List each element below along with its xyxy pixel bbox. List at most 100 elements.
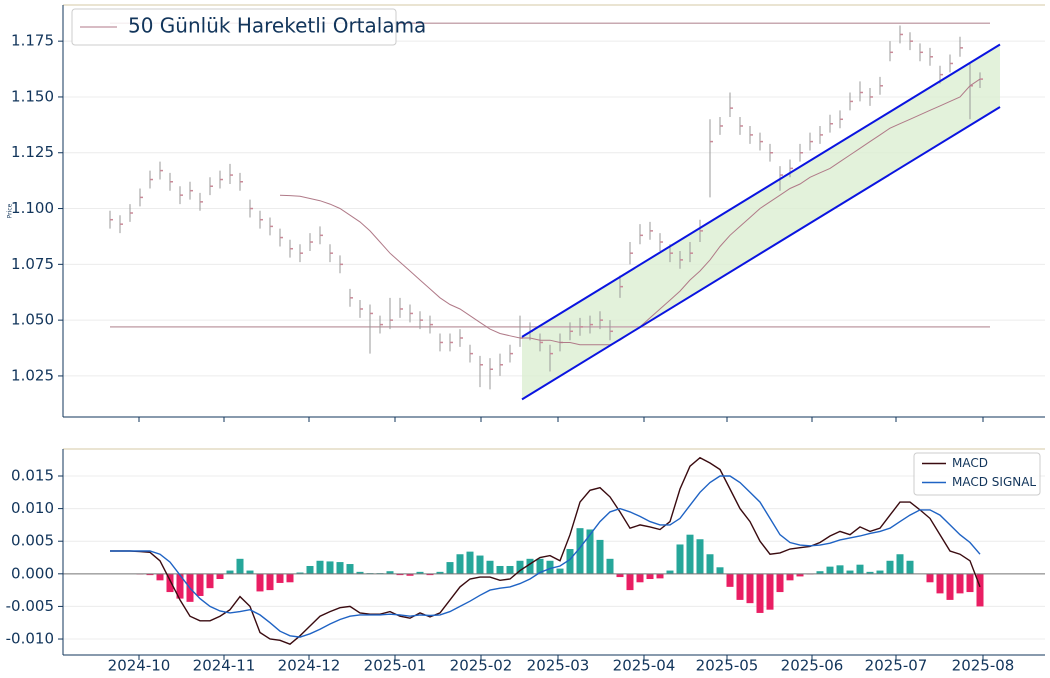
histogram-bar xyxy=(156,573,164,581)
x-tick-label: 2025-02 xyxy=(450,657,513,675)
histogram-bar xyxy=(586,529,594,574)
histogram-bar xyxy=(886,560,894,574)
channel-line xyxy=(521,43,1001,338)
histogram-bar xyxy=(256,573,264,592)
histogram-bar xyxy=(496,565,504,574)
x-tick-label: 2025-06 xyxy=(781,657,844,675)
histogram-bar xyxy=(606,558,614,574)
channel-fill xyxy=(522,44,1000,400)
histogram-bar xyxy=(906,560,914,574)
y-tick-label: 1.150 xyxy=(11,87,54,105)
x-tick-label: 2024-11 xyxy=(193,657,256,675)
histogram-bar xyxy=(476,555,484,574)
histogram-bar xyxy=(286,573,294,583)
y-axis-label: Price xyxy=(7,203,14,218)
x-tick-label: 2025-03 xyxy=(527,657,590,675)
histogram-bar xyxy=(216,573,224,580)
legend-box xyxy=(71,8,397,46)
histogram-bar xyxy=(396,573,404,576)
histogram-bar xyxy=(226,570,234,574)
histogram-bar xyxy=(726,573,734,587)
histogram-bar xyxy=(546,560,554,574)
y-tick-label: 0.000 xyxy=(11,564,54,582)
histogram-bar xyxy=(636,573,644,583)
y-tick-label: 0.005 xyxy=(11,532,54,550)
legend-label: MACD xyxy=(952,456,988,470)
y-tick-label: -0.005 xyxy=(6,597,54,615)
histogram-bar xyxy=(296,572,304,574)
x-tick-label: 2024-10 xyxy=(108,657,171,675)
histogram-bar xyxy=(526,558,534,574)
histogram-bar xyxy=(486,560,494,574)
histogram-bar xyxy=(536,558,544,574)
histogram-bar xyxy=(246,570,254,574)
histogram-bar xyxy=(416,571,424,574)
histogram-bar xyxy=(236,558,244,574)
histogram-bar xyxy=(976,573,984,607)
histogram-bar xyxy=(746,573,754,604)
histogram-bar xyxy=(856,564,864,574)
histogram-bar xyxy=(676,544,684,574)
histogram-bar xyxy=(696,539,704,574)
histogram-bar xyxy=(146,573,154,576)
histogram-bar xyxy=(336,562,344,574)
channel-line xyxy=(521,106,1001,401)
legend: 50 Günlük Hareketli Ortalama xyxy=(71,8,426,46)
x-tick-label: 2024-12 xyxy=(278,657,341,675)
y-tick-label: 1.075 xyxy=(11,255,54,273)
histogram-bar xyxy=(306,565,314,574)
histogram-bar xyxy=(826,566,834,574)
histogram-bar xyxy=(926,573,934,583)
histogram-bar xyxy=(836,565,844,574)
histogram-bar xyxy=(596,539,604,574)
histogram-bar xyxy=(786,573,794,581)
histogram-bar xyxy=(466,551,474,574)
histogram-bar xyxy=(516,560,524,574)
histogram-bar xyxy=(666,570,674,574)
y-tick-label: 1.175 xyxy=(11,32,54,50)
histogram-bar xyxy=(796,573,804,577)
y-tick-label: 1.125 xyxy=(11,143,54,161)
histogram-bar xyxy=(356,571,364,574)
histogram-bar xyxy=(556,568,564,574)
histogram-bar xyxy=(706,554,714,574)
histogram-bar xyxy=(846,570,854,574)
histogram-bar xyxy=(936,573,944,594)
histogram-bar xyxy=(646,573,654,580)
histogram-bar xyxy=(166,573,174,593)
histogram-bar xyxy=(566,549,574,574)
histogram-bar xyxy=(206,573,214,589)
y-tick-label: 0.015 xyxy=(11,466,54,484)
histogram-bar xyxy=(686,534,694,574)
histogram-bar xyxy=(266,573,274,591)
y-tick-label: -0.010 xyxy=(6,630,54,648)
histogram-bar xyxy=(966,573,974,593)
x-tick-label: 2025-04 xyxy=(613,657,676,675)
x-tick-label: 2025-01 xyxy=(364,657,427,675)
histogram-bar xyxy=(446,562,454,574)
histogram-bar xyxy=(956,573,964,594)
legend: MACD MACD SIGNAL xyxy=(913,452,1041,496)
histogram-bar xyxy=(326,561,334,574)
x-tick-label: 2025-07 xyxy=(865,657,928,675)
histogram-bar xyxy=(766,573,774,610)
histogram-bar xyxy=(406,573,414,576)
histogram-bar xyxy=(436,571,444,574)
histogram-bar xyxy=(876,570,884,574)
histogram-bar xyxy=(866,571,874,574)
histogram-bar xyxy=(736,573,744,600)
histogram-bar xyxy=(626,573,634,591)
histogram-bar xyxy=(316,560,324,574)
histogram-bar xyxy=(276,573,284,583)
legend-label: MACD SIGNAL xyxy=(952,475,1036,489)
histogram-bar xyxy=(776,573,784,593)
histogram-bar xyxy=(946,573,954,600)
series-line xyxy=(110,475,981,638)
histogram-bar xyxy=(386,571,394,574)
y-tick-label: 1.100 xyxy=(11,199,54,217)
histogram-bar xyxy=(656,573,664,579)
histogram-bar xyxy=(616,573,624,578)
histogram-bar xyxy=(346,564,354,574)
histogram-bar xyxy=(716,567,724,574)
